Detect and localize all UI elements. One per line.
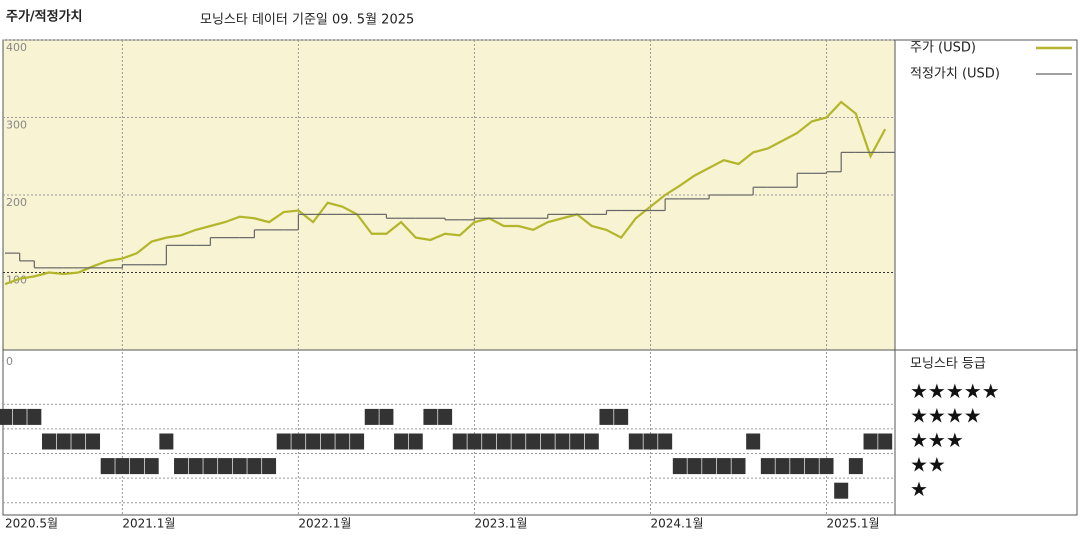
- rating-bar: [0, 408, 12, 425]
- rating-bar: [335, 433, 350, 450]
- x-tick-label: 2022.1월: [298, 517, 351, 531]
- rating-bar: [584, 433, 599, 450]
- rating-bar: [27, 408, 42, 425]
- rating-level-label: ★★★: [910, 428, 964, 452]
- rating-bar: [790, 458, 805, 475]
- rating-bar: [144, 458, 159, 475]
- rating-bar: [746, 433, 761, 450]
- rating-bar: [291, 433, 306, 450]
- rating-bar: [482, 433, 497, 450]
- rating-bar: [130, 458, 145, 475]
- rating-bar: [804, 458, 819, 475]
- rating-bar: [731, 458, 746, 475]
- x-tick-label: 2024.1월: [650, 517, 703, 531]
- rating-bar: [218, 458, 233, 475]
- rating-bar: [350, 433, 365, 450]
- rating-level-label: ★★: [910, 453, 946, 477]
- rating-bar: [188, 458, 203, 475]
- rating-bar: [863, 433, 878, 450]
- rating-bar: [408, 433, 423, 450]
- rating-bar: [262, 458, 277, 475]
- rating-bar: [599, 408, 614, 425]
- rating-bar: [511, 433, 526, 450]
- rating-bar: [159, 433, 174, 450]
- rating-bar: [379, 408, 394, 425]
- rating-bar: [71, 433, 86, 450]
- rating-bar: [526, 433, 541, 450]
- rating-bar: [320, 433, 335, 450]
- rating-title: 모닝스타 등급: [910, 357, 986, 372]
- rating-bar: [628, 433, 643, 450]
- rating-bar: [775, 458, 790, 475]
- rating-bar: [452, 433, 467, 450]
- rating-bar: [643, 433, 658, 450]
- price-line: [4, 100, 887, 286]
- rating-bar: [247, 458, 262, 475]
- rating-bar: [423, 408, 438, 425]
- legend-label: 주가 (USD): [910, 41, 976, 56]
- rating-bar: [306, 433, 321, 450]
- rating-bar: [614, 408, 629, 425]
- rating-bar: [467, 433, 482, 450]
- rating-bar: [276, 433, 291, 450]
- rating-bar: [848, 458, 863, 475]
- x-tick-label: 2021.1월: [122, 517, 175, 531]
- rating-bar: [819, 458, 834, 475]
- rating-bar: [760, 458, 775, 475]
- rating-bar: [496, 433, 511, 450]
- x-tick-label: 2020.5월: [5, 517, 58, 531]
- chart-subtitle: 모닝스타 데이터 기준일 09. 5월 2025: [200, 13, 414, 28]
- x-tick-label: 2023.1월: [474, 517, 527, 531]
- rating-bar: [12, 408, 27, 425]
- rating-bar: [702, 458, 717, 475]
- rating-bar: [878, 433, 893, 450]
- rating-bar: [203, 458, 218, 475]
- rating-bar: [56, 433, 71, 450]
- rating-bar: [86, 433, 101, 450]
- rating-bar: [555, 433, 570, 450]
- rating-level-label: ★: [910, 477, 928, 501]
- rating-bar: [540, 433, 555, 450]
- rating-bar: [687, 458, 702, 475]
- rating-bar: [672, 458, 687, 475]
- chart-title: 주가/적정가치: [6, 9, 83, 25]
- rating-bar: [364, 408, 379, 425]
- rating-bar: [42, 433, 57, 450]
- rating-bar: [438, 408, 453, 425]
- rating-bar: [174, 458, 189, 475]
- rating-bar: [834, 482, 849, 499]
- y-tick-label: 400: [6, 41, 27, 54]
- rating-bar: [658, 433, 673, 450]
- legend-label: 적정가치 (USD): [910, 67, 1000, 82]
- rating-bar: [100, 458, 115, 475]
- rating-bar: [716, 458, 731, 475]
- y-tick-label: 300: [6, 119, 27, 132]
- rating-bar: [394, 433, 409, 450]
- y-tick-label: 200: [6, 196, 27, 209]
- rating-bar: [115, 458, 130, 475]
- rating-bar: [232, 458, 247, 475]
- rating-level-label: ★★★★: [910, 403, 982, 427]
- x-tick-label: 2025.1월: [827, 517, 880, 531]
- rating-bar: [570, 433, 585, 450]
- rating-axis-label: 0: [6, 355, 13, 368]
- rating-level-label: ★★★★★: [910, 379, 1000, 403]
